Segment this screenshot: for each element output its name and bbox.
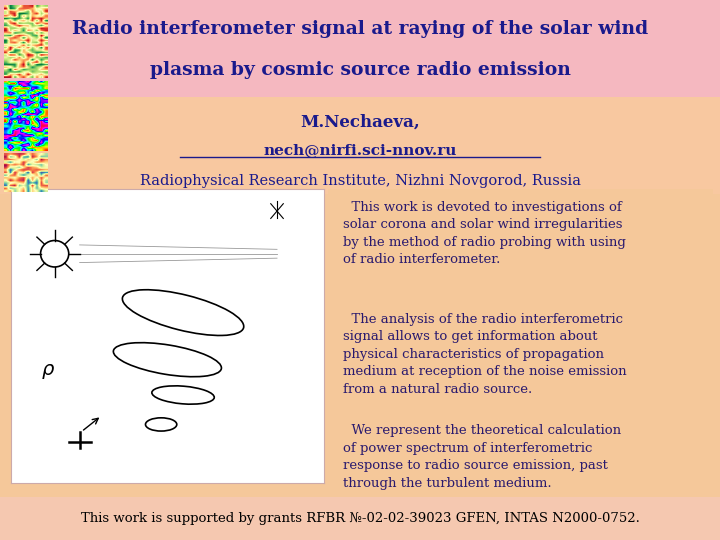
- Text: nech@nirfi.sci-nnov.ru: nech@nirfi.sci-nnov.ru: [264, 143, 456, 157]
- Text: Radio interferometer signal at raying of the solar wind: Radio interferometer signal at raying of…: [72, 20, 648, 38]
- Text: This work is supported by grants RFBR №-02-02-39023 GFEN, INTAS N2000-0752.: This work is supported by grants RFBR №-…: [81, 512, 639, 525]
- Text: Radiophysical Research Institute, Nizhni Novgorod, Russia: Radiophysical Research Institute, Nizhni…: [140, 174, 580, 188]
- Text: We represent the theoretical calculation
of power spectrum of interferometric
re: We represent the theoretical calculation…: [343, 424, 621, 490]
- Text: M.Nechaeva,: M.Nechaeva,: [300, 114, 420, 131]
- Text: This work is devoted to investigations of
solar corona and solar wind irregulari: This work is devoted to investigations o…: [343, 201, 626, 266]
- Text: plasma by cosmic source radio emission: plasma by cosmic source radio emission: [150, 61, 570, 79]
- Text: $\rho$: $\rho$: [41, 362, 55, 381]
- Text: The analysis of the radio interferometric
signal allows to get information about: The analysis of the radio interferometri…: [343, 313, 626, 396]
